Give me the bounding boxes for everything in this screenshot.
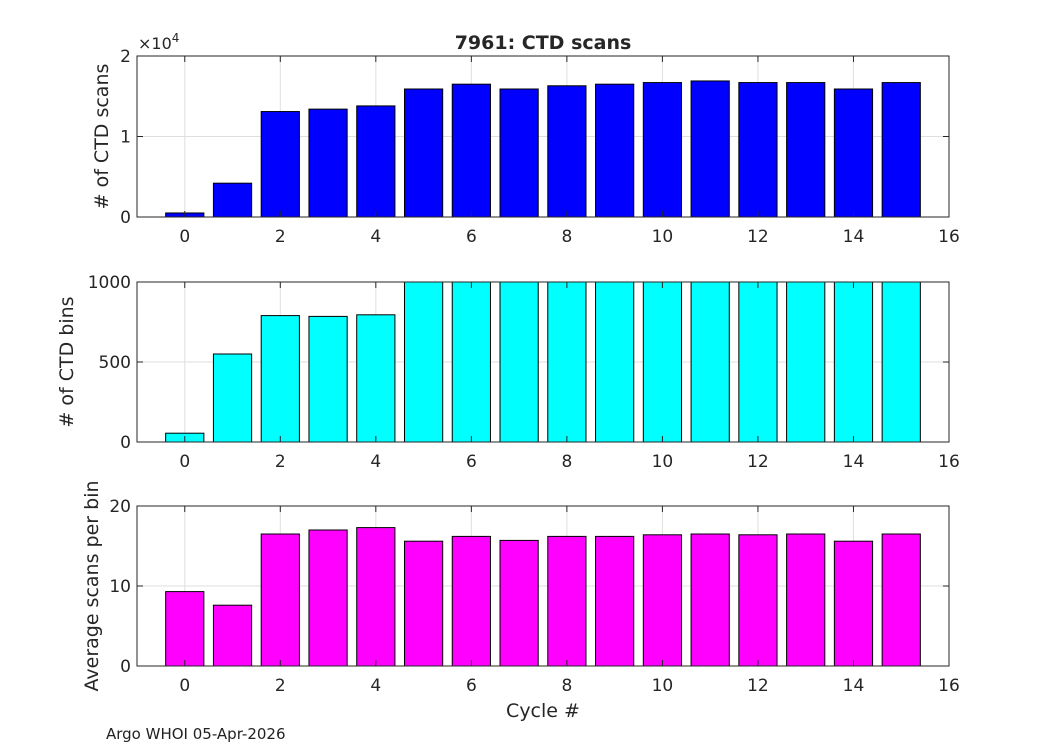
bar-cycle-3 <box>308 315 348 443</box>
bar-cycle-8 <box>547 85 587 218</box>
y-tick-label: 2 <box>120 47 131 67</box>
x-tick-label: 2 <box>275 676 286 696</box>
bar-cycle-11 <box>690 281 730 443</box>
bar-cycle-6 <box>451 83 491 218</box>
bar-cycle-13 <box>786 281 826 443</box>
y-tick-label: 500 <box>99 353 131 373</box>
bar-cycle-7 <box>499 88 539 218</box>
bar-cycle-15 <box>881 281 921 443</box>
bar-cycle-6 <box>451 535 491 667</box>
bar-cycle-9 <box>595 281 635 443</box>
y-axis-label: Average scans per bin <box>81 480 103 691</box>
bar-cycle-4 <box>356 527 396 667</box>
x-tick-label: 0 <box>179 227 190 247</box>
bar-cycle-14 <box>833 281 874 443</box>
bar-cycle-9 <box>595 83 635 218</box>
y-axis-label: # of CTD bins <box>56 296 78 427</box>
bar-cycle-8 <box>547 281 587 443</box>
x-tick-label: 12 <box>747 676 769 696</box>
x-tick-label: 2 <box>275 452 286 472</box>
chart-panel-3: 0 2 4 6 8 10 12 14 16 0 10 20 Average scans per bin C… <box>81 480 960 722</box>
bar-cycle-12 <box>738 82 778 218</box>
bar-cycle-10 <box>642 281 683 443</box>
bar-cycle-15 <box>881 82 921 218</box>
bar-cycle-0 <box>165 591 205 667</box>
bar-cycle-4 <box>356 314 396 443</box>
bar-cycle-1 <box>212 604 253 667</box>
x-tick-label: 12 <box>747 227 769 247</box>
bar-cycle-5 <box>403 88 444 218</box>
bar-cycle-3 <box>308 108 348 218</box>
x-tick-label: 6 <box>466 676 477 696</box>
y-axis-label: # of CTD scans <box>91 64 113 210</box>
x-tick-label: 10 <box>652 227 674 247</box>
y-tick-label: 1 <box>120 128 131 148</box>
y-tick-label: 10 <box>109 577 131 597</box>
bar-cycle-7 <box>499 539 539 667</box>
x-tick-label: 14 <box>843 452 865 472</box>
bar-cycle-2 <box>260 315 300 443</box>
x-tick-label: 6 <box>466 227 477 247</box>
bar-cycle-15 <box>881 533 921 667</box>
y-tick-label: 0 <box>120 433 131 453</box>
bar-cycle-14 <box>833 88 874 218</box>
x-tick-label: 8 <box>561 227 572 247</box>
x-tick-label: 0 <box>179 676 190 696</box>
bar-cycle-6 <box>451 281 491 443</box>
x-tick-label: 14 <box>843 676 865 696</box>
x-tick-label: 6 <box>466 452 477 472</box>
bar-cycle-7 <box>499 281 539 443</box>
y-tick-label: 1000 <box>88 273 131 293</box>
bar-cycle-14 <box>833 540 874 667</box>
x-tick-label: 10 <box>652 452 674 472</box>
bar-cycle-13 <box>786 82 826 218</box>
x-tick-label: 4 <box>370 452 381 472</box>
bar-cycle-1 <box>212 182 253 218</box>
x-tick-label: 4 <box>370 676 381 696</box>
chart-panel-2: 0 2 4 6 8 10 12 14 16 0 500 1000 # of CTD bins <box>56 273 960 472</box>
x-tick-label: 8 <box>561 676 572 696</box>
bar-cycle-2 <box>260 533 300 667</box>
bar-cycle-10 <box>642 82 683 218</box>
bar-cycle-5 <box>403 281 444 443</box>
x-tick-label: 2 <box>275 227 286 247</box>
bar-cycle-12 <box>738 534 778 667</box>
bar-cycle-11 <box>690 533 730 667</box>
y-tick-label: 0 <box>120 657 131 677</box>
bar-cycle-9 <box>595 535 635 667</box>
footer-text: Argo WHOI 05-Apr-2026 <box>106 725 286 743</box>
x-tick-label: 0 <box>179 452 190 472</box>
x-tick-label: 16 <box>938 227 960 247</box>
bar-cycle-13 <box>786 533 826 667</box>
y-tick-label: 0 <box>120 208 131 228</box>
bar-cycle-11 <box>690 80 730 218</box>
x-tick-label: 16 <box>938 452 960 472</box>
bar-cycle-10 <box>642 534 683 667</box>
x-tick-label: 10 <box>652 676 674 696</box>
x-tick-label: 14 <box>843 227 865 247</box>
bar-cycle-12 <box>738 281 778 443</box>
bar-cycle-1 <box>212 353 253 443</box>
x-axis-label: Cycle # <box>506 700 580 722</box>
y-exponent-label: ×104 <box>138 31 179 53</box>
bar-cycle-2 <box>260 111 300 218</box>
x-tick-label: 8 <box>561 452 572 472</box>
bar-cycle-3 <box>308 529 348 667</box>
chart-title: 7961: CTD scans <box>455 32 632 54</box>
bar-cycle-4 <box>356 105 396 218</box>
x-tick-label: 12 <box>747 452 769 472</box>
x-tick-label: 4 <box>370 227 381 247</box>
y-tick-label: 20 <box>109 497 131 517</box>
bar-cycle-5 <box>403 540 444 667</box>
x-tick-label: 16 <box>938 676 960 696</box>
bar-cycle-8 <box>547 535 587 667</box>
